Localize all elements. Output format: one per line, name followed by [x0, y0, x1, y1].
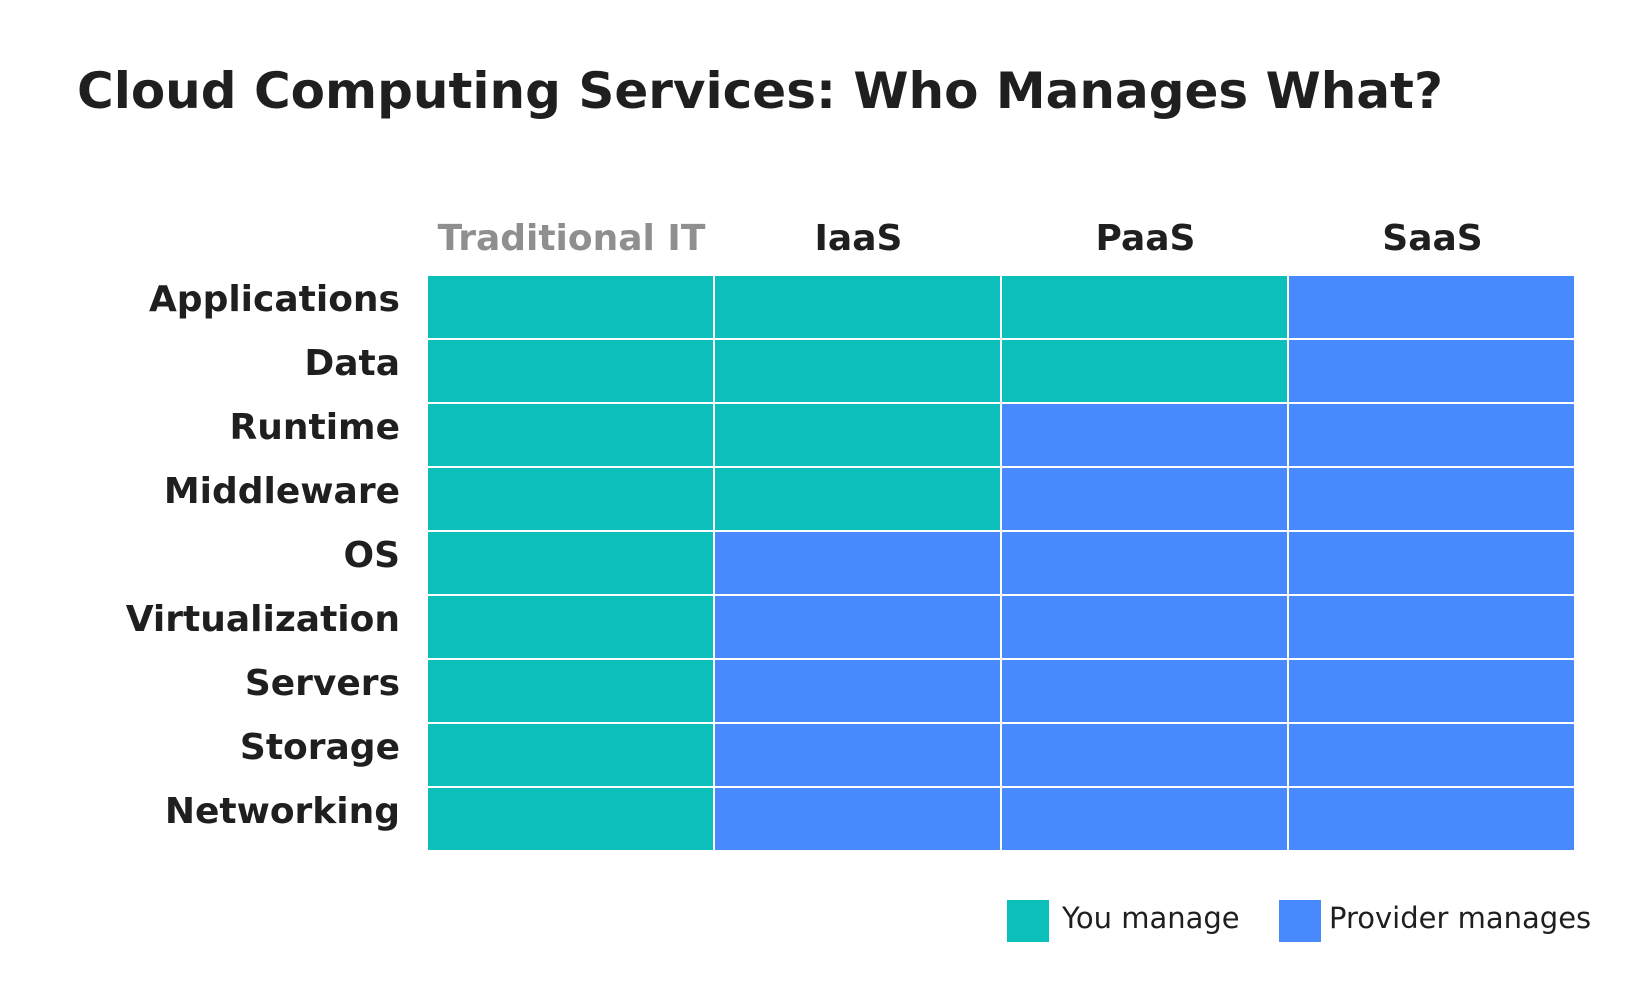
- cell-networking-iaas: [715, 788, 1002, 852]
- cell-runtime-traditional-it: [428, 404, 715, 468]
- row-label-storage: Storage: [239, 727, 400, 768]
- cell-middleware-paas: [1002, 468, 1289, 532]
- cell-middleware-traditional-it: [428, 468, 715, 532]
- cell-os-traditional-it: [428, 532, 715, 596]
- cell-data-paas: [1002, 340, 1289, 404]
- cell-networking-saas: [1289, 788, 1576, 852]
- cell-applications-iaas: [715, 276, 1002, 340]
- page-title: Cloud Computing Services: Who Manages Wh…: [77, 62, 1443, 120]
- column-header-traditional-it: Traditional IT: [437, 218, 706, 259]
- cell-data-saas: [1289, 340, 1576, 404]
- cell-storage-saas: [1289, 724, 1576, 788]
- cell-servers-traditional-it: [428, 660, 715, 724]
- cell-runtime-iaas: [715, 404, 1002, 468]
- legend-label-provider-manages: Provider manages: [1329, 901, 1592, 935]
- cell-networking-paas: [1002, 788, 1289, 852]
- cell-storage-paas: [1002, 724, 1289, 788]
- cell-os-saas: [1289, 532, 1576, 596]
- cell-data-iaas: [715, 340, 1002, 404]
- cell-applications-saas: [1289, 276, 1576, 340]
- row-label-middleware: Middleware: [163, 471, 400, 512]
- cell-data-traditional-it: [428, 340, 715, 404]
- cell-storage-iaas: [715, 724, 1002, 788]
- responsibility-grid: [428, 276, 1576, 852]
- legend-swatch-you-manage: [1007, 900, 1049, 942]
- cell-middleware-iaas: [715, 468, 1002, 532]
- cell-middleware-saas: [1289, 468, 1576, 532]
- row-label-applications: Applications: [148, 279, 400, 320]
- cell-networking-traditional-it: [428, 788, 715, 852]
- row-label-runtime: Runtime: [229, 407, 400, 448]
- row-label-virtualization: Virtualization: [125, 599, 400, 640]
- column-header-paas: PaaS: [1095, 218, 1196, 259]
- cell-os-paas: [1002, 532, 1289, 596]
- row-label-servers: Servers: [244, 663, 400, 704]
- cell-os-iaas: [715, 532, 1002, 596]
- row-label-data: Data: [304, 343, 400, 384]
- cell-virtualization-traditional-it: [428, 596, 715, 660]
- row-label-os: OS: [343, 535, 400, 576]
- cell-runtime-paas: [1002, 404, 1289, 468]
- cell-virtualization-paas: [1002, 596, 1289, 660]
- legend-label-you-manage: You manage: [1062, 901, 1240, 935]
- cell-applications-paas: [1002, 276, 1289, 340]
- row-label-networking: Networking: [164, 791, 400, 832]
- column-header-saas: SaaS: [1382, 218, 1483, 259]
- column-header-iaas: IaaS: [814, 218, 903, 259]
- cell-runtime-saas: [1289, 404, 1576, 468]
- cell-virtualization-iaas: [715, 596, 1002, 660]
- cell-servers-paas: [1002, 660, 1289, 724]
- cell-applications-traditional-it: [428, 276, 715, 340]
- cell-virtualization-saas: [1289, 596, 1576, 660]
- cell-servers-iaas: [715, 660, 1002, 724]
- cell-storage-traditional-it: [428, 724, 715, 788]
- cell-servers-saas: [1289, 660, 1576, 724]
- legend-swatch-provider-manages: [1279, 900, 1321, 942]
